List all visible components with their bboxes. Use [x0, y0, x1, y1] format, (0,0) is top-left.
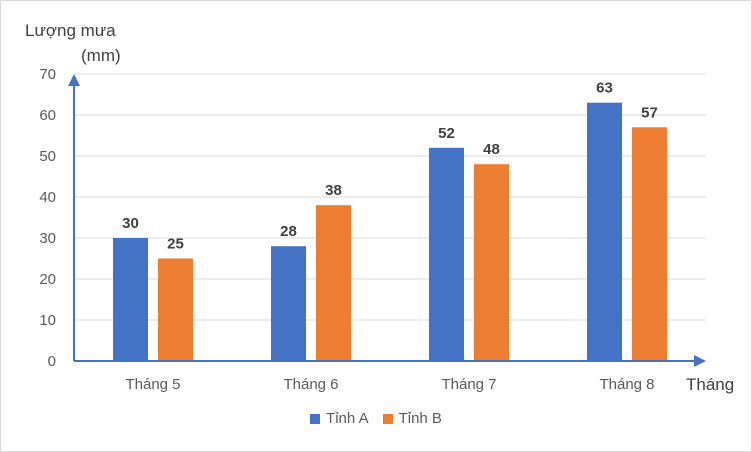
- data-labels: 30 25 28 38 52 48 63 57: [122, 80, 658, 253]
- y-tick-label: 50: [39, 148, 56, 165]
- legend-label-series-b: Tỉnh B: [398, 410, 442, 427]
- bar: [271, 246, 306, 361]
- data-label: 48: [483, 141, 500, 158]
- legend-swatch-series-a: [310, 413, 321, 424]
- category-label: Tháng 7: [441, 376, 496, 393]
- y-axis-title-line2: (mm): [81, 46, 121, 65]
- bar: [632, 127, 667, 361]
- data-label: 38: [325, 182, 342, 199]
- axes: [68, 74, 706, 367]
- bar: [587, 102, 622, 361]
- legend-item-series-a: Tỉnh A: [310, 410, 369, 427]
- y-tick-label: 10: [39, 312, 56, 329]
- y-axis-title-line1: Lượng mưa: [25, 21, 116, 40]
- bars: [113, 102, 667, 361]
- legend-label-series-a: Tỉnh A: [326, 410, 369, 427]
- y-axis-arrow-icon: [68, 74, 80, 86]
- bar: [316, 205, 351, 361]
- y-tick-labels: 0 10 20 30 40 50 60 70: [39, 66, 56, 370]
- data-label: 25: [167, 236, 184, 253]
- data-label: 28: [280, 223, 297, 240]
- legend-item-series-b: Tỉnh B: [382, 410, 442, 427]
- y-tick-label: 40: [39, 189, 56, 206]
- bar: [429, 147, 464, 361]
- category-label: Tháng 8: [599, 376, 654, 393]
- data-label: 57: [641, 104, 658, 121]
- x-axis-title: Tháng: [686, 375, 734, 394]
- bar: [113, 238, 148, 361]
- y-tick-label: 30: [39, 230, 56, 247]
- category-labels: Tháng 5 Tháng 6 Tháng 7 Tháng 8: [125, 376, 654, 393]
- x-axis-arrow-icon: [694, 355, 706, 367]
- data-label: 63: [596, 80, 613, 97]
- y-tick-label: 60: [39, 107, 56, 124]
- legend-swatch-series-b: [382, 413, 393, 424]
- y-tick-label: 0: [48, 353, 56, 370]
- bar: [158, 258, 193, 361]
- category-label: Tháng 5: [125, 376, 180, 393]
- bar: [474, 164, 509, 361]
- y-tick-label: 20: [39, 271, 56, 288]
- legend: Tỉnh A Tỉnh B: [0, 410, 752, 427]
- data-label: 52: [438, 125, 455, 142]
- y-tick-label: 70: [39, 66, 56, 83]
- category-label: Tháng 6: [283, 376, 338, 393]
- data-label: 30: [122, 215, 139, 232]
